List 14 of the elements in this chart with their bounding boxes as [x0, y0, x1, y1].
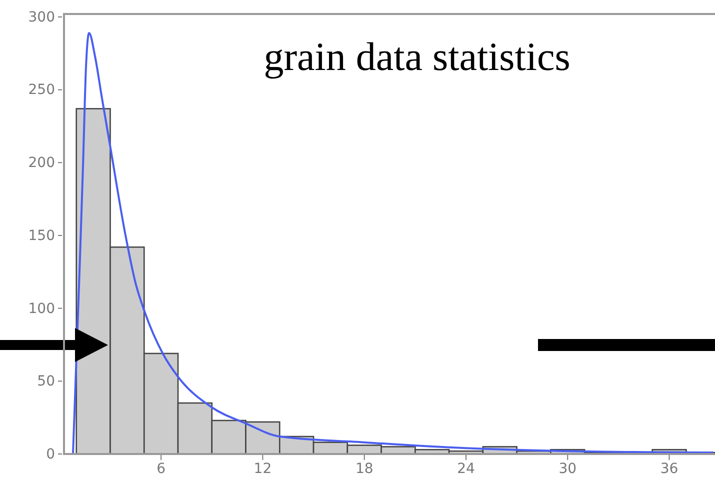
x-tick-label: 24	[457, 460, 475, 477]
x-tick-label: 30	[558, 460, 577, 477]
y-tick-label: 100	[28, 300, 55, 317]
y-tick-label: 50	[37, 374, 55, 390]
y-tick-label: 300	[28, 9, 55, 26]
x-tick-label: 6	[156, 460, 166, 477]
x-tick-label: 36	[660, 460, 678, 477]
x-tick-label: 18	[355, 460, 374, 477]
y-tick-label: 150	[28, 228, 55, 244]
y-tick-label: 0	[46, 446, 55, 462]
y-tick-label: 250	[28, 82, 55, 98]
y-tick-label: 200	[28, 155, 55, 172]
x-tick-label: 12	[254, 460, 272, 477]
text: grain data statistics	[264, 34, 570, 79]
